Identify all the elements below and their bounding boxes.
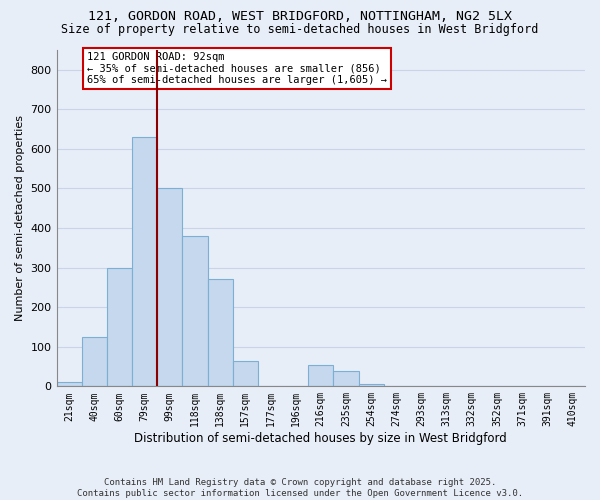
Bar	[334, 370, 359, 386]
Bar	[359, 384, 383, 386]
Text: Contains HM Land Registry data © Crown copyright and database right 2025.
Contai: Contains HM Land Registry data © Crown c…	[77, 478, 523, 498]
Bar	[233, 360, 258, 386]
Bar	[308, 364, 334, 386]
Bar	[157, 188, 182, 386]
Text: 121 GORDON ROAD: 92sqm
← 35% of semi-detached houses are smaller (856)
65% of se: 121 GORDON ROAD: 92sqm ← 35% of semi-det…	[87, 52, 387, 85]
Bar	[82, 337, 107, 386]
X-axis label: Distribution of semi-detached houses by size in West Bridgford: Distribution of semi-detached houses by …	[134, 432, 507, 445]
Text: 121, GORDON ROAD, WEST BRIDGFORD, NOTTINGHAM, NG2 5LX: 121, GORDON ROAD, WEST BRIDGFORD, NOTTIN…	[88, 10, 512, 23]
Y-axis label: Number of semi-detached properties: Number of semi-detached properties	[15, 115, 25, 321]
Bar	[182, 236, 208, 386]
Bar	[132, 137, 157, 386]
Text: Size of property relative to semi-detached houses in West Bridgford: Size of property relative to semi-detach…	[61, 22, 539, 36]
Bar	[107, 268, 132, 386]
Bar	[208, 280, 233, 386]
Bar	[56, 382, 82, 386]
